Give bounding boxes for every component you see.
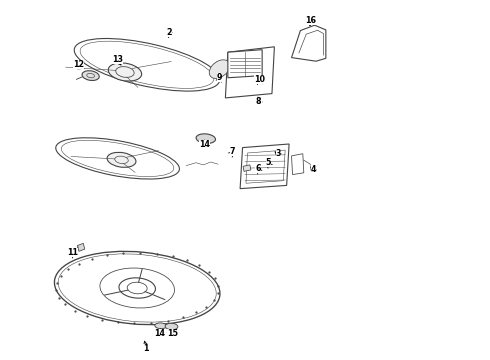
Polygon shape: [228, 50, 262, 78]
Polygon shape: [225, 47, 274, 98]
Text: 5: 5: [266, 158, 271, 167]
Ellipse shape: [196, 134, 216, 143]
Ellipse shape: [107, 152, 136, 167]
Ellipse shape: [108, 63, 142, 81]
Text: 11: 11: [67, 248, 78, 257]
Text: 16: 16: [305, 17, 316, 26]
Ellipse shape: [209, 60, 230, 78]
Ellipse shape: [82, 71, 99, 81]
Text: 9: 9: [217, 73, 222, 82]
Ellipse shape: [155, 323, 167, 329]
Polygon shape: [243, 165, 251, 171]
Text: 6: 6: [255, 164, 261, 173]
Ellipse shape: [165, 323, 178, 330]
Text: 4: 4: [311, 165, 317, 174]
Text: 1: 1: [143, 343, 149, 353]
Text: 14: 14: [199, 140, 210, 149]
Text: 2: 2: [166, 28, 172, 37]
Text: 15: 15: [167, 329, 178, 338]
Text: 8: 8: [256, 97, 262, 106]
Polygon shape: [77, 243, 85, 251]
Text: 7: 7: [229, 148, 235, 157]
Text: 10: 10: [254, 76, 265, 85]
Text: 14: 14: [154, 328, 165, 338]
Text: 12: 12: [73, 60, 84, 69]
Polygon shape: [292, 25, 326, 61]
Text: 13: 13: [112, 55, 123, 64]
Text: 3: 3: [275, 149, 281, 158]
Polygon shape: [240, 144, 289, 189]
Polygon shape: [292, 154, 304, 175]
